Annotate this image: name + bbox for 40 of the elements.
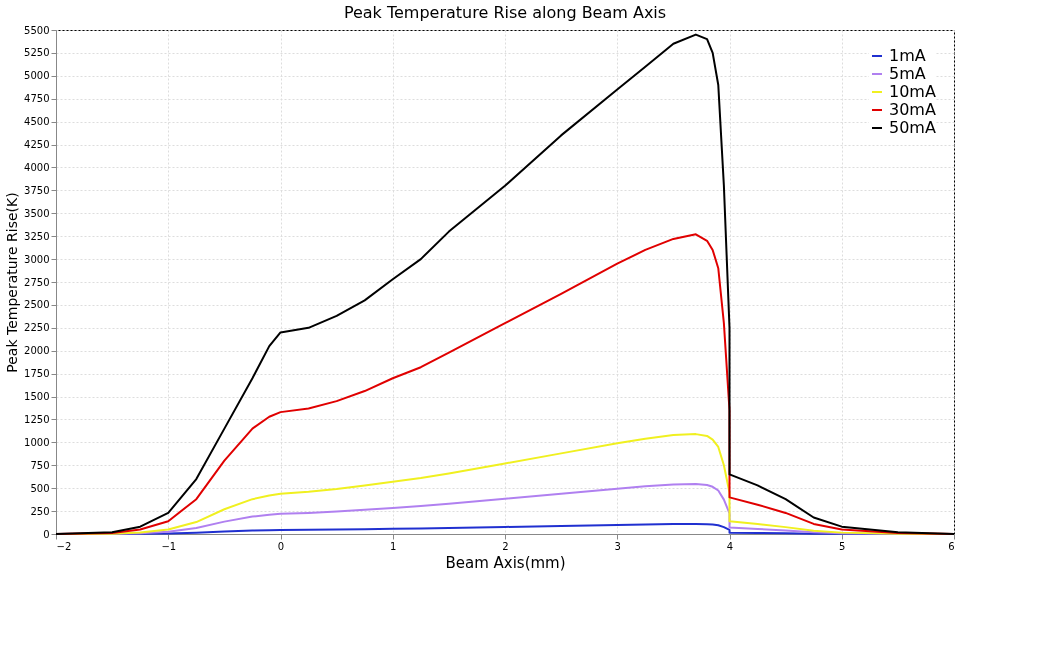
x-tick-label: 6 xyxy=(948,540,955,552)
x-tick-label: −2 xyxy=(56,540,72,552)
y-tick-label: 5500 xyxy=(24,24,50,36)
y-tick-label: 4500 xyxy=(24,116,50,128)
legend-label: 50mA xyxy=(889,118,936,137)
y-tick-label: 2250 xyxy=(24,322,50,334)
y-tick-label: 3000 xyxy=(24,253,50,265)
y-tick-label: 4750 xyxy=(24,93,50,105)
x-tick-label: 1 xyxy=(390,540,397,552)
y-tick-label: 4250 xyxy=(24,139,50,151)
x-tick-label: 4 xyxy=(726,540,734,552)
legend-label: 30mA xyxy=(889,100,936,119)
x-tick-label: −1 xyxy=(161,540,177,552)
y-tick-label: 2000 xyxy=(24,345,50,357)
y-tick-label: 750 xyxy=(30,459,50,471)
x-axis-title: Beam Axis(mm) xyxy=(445,553,566,572)
y-tick-label: 250 xyxy=(30,505,50,517)
chart-title: Peak Temperature Rise along Beam Axis xyxy=(343,3,667,22)
x-tick-label: 3 xyxy=(614,540,621,552)
y-tick-label: 5000 xyxy=(24,70,50,82)
legend-label: 5mA xyxy=(889,64,926,83)
y-tick-label: 1500 xyxy=(24,391,50,403)
y-tick-label: 3750 xyxy=(24,184,50,196)
y-tick-label: 500 xyxy=(30,482,50,494)
y-axis-title: Peak Temperature Rise(K) xyxy=(4,192,21,373)
y-tick-label: 4000 xyxy=(24,161,50,173)
y-tick-label: 0 xyxy=(43,528,50,540)
y-tick-label: 2750 xyxy=(24,276,50,288)
legend-label: 10mA xyxy=(889,82,936,101)
x-tick-label: 2 xyxy=(502,540,509,552)
y-tick-label: 1750 xyxy=(24,368,50,380)
y-tick-label: 1250 xyxy=(24,413,50,425)
y-tick-label: 1000 xyxy=(24,436,50,448)
x-tick-label: 5 xyxy=(839,540,846,552)
y-tick-label: 3250 xyxy=(24,230,50,242)
x-tick-label: 0 xyxy=(277,540,285,552)
y-tick-label: 2500 xyxy=(24,299,50,311)
y-tick-label: 3500 xyxy=(24,207,50,219)
y-tick-label: 5250 xyxy=(24,47,50,59)
legend-label: 1mA xyxy=(889,46,926,65)
